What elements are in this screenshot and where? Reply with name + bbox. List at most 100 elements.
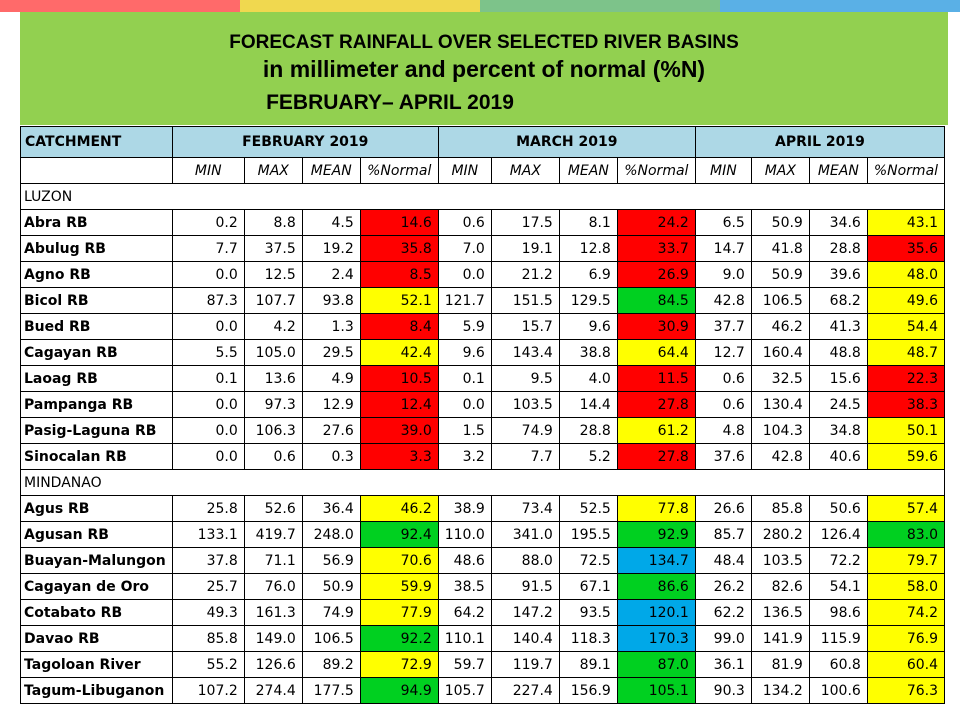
table-row: Agus RB 25.8 52.6 36.4 46.2 38.9 73.4 52.5 77.8 2… [20,495,946,522]
table-row: Laoag RB 0.1 13.6 4.9 10.5 0.1 9.5 4.0 11.5 0.6 32… [20,365,946,392]
cell-pct-normal: 61.2 [616,417,696,444]
cell-min: 99.0 [694,625,752,652]
cell-min: 0.1 [437,365,492,392]
stripe-blue [720,0,960,12]
table-row: Agno RB 0.0 12.5 2.4 8.5 0.0 21.2 6.9 26.9 9.0 50.… [20,261,946,288]
cell-max: 46.2 [750,313,810,340]
cell-max: 161.3 [243,599,303,626]
cell-max: 134.2 [750,677,810,704]
cell-mean: 28.8 [808,235,868,262]
cell-pct-normal: 48.7 [866,339,946,366]
cell-min: 5.5 [171,339,245,366]
cell-min: 38.5 [437,573,492,600]
subheader-min: MIN [694,157,752,184]
cell-max: 136.5 [750,599,810,626]
cell-min: 25.8 [171,495,245,522]
catchment-name: Sinocalan RB [20,443,173,470]
cell-mean: 34.8 [808,417,868,444]
cell-mean: 41.3 [808,313,868,340]
subheader-pct-normal: %Normal [359,157,439,184]
cell-max: 50.9 [750,261,810,288]
cell-pct-normal: 26.9 [616,261,696,288]
cell-max: 227.4 [490,677,560,704]
cell-pct-normal: 33.7 [616,235,696,262]
subheader-mean: MEAN [808,157,868,184]
cell-pct-normal: 105.1 [616,677,696,704]
cell-pct-normal: 120.1 [616,599,696,626]
cell-min: 25.7 [171,573,245,600]
table-row: Pampanga RB 0.0 97.3 12.9 12.4 0.0 103.5 14.4 27… [20,391,946,418]
cell-min: 37.6 [694,443,752,470]
title-line-2: in millimeter and percent of normal (%N) [262,56,706,82]
subheader-blank [20,157,173,184]
cell-max: 15.7 [490,313,560,340]
cell-mean: 1.3 [301,313,361,340]
cell-mean: 89.1 [558,651,618,678]
cell-pct-normal: 76.3 [866,677,946,704]
table-row: Bicol RB 87.3 107.7 93.8 52.1 121.7 151.5 129.5… [20,287,946,314]
cell-mean: 60.8 [808,651,868,678]
cell-max: 88.0 [490,547,560,574]
cell-pct-normal: 54.4 [866,313,946,340]
cell-max: 280.2 [750,521,810,548]
cell-max: 160.4 [750,339,810,366]
cell-max: 141.9 [750,625,810,652]
cell-min: 0.0 [171,313,245,340]
cell-max: 52.6 [243,495,303,522]
cell-min: 0.0 [171,261,245,288]
cell-min: 26.2 [694,573,752,600]
subheader-mean: MEAN [558,157,618,184]
cell-pct-normal: 77.9 [359,599,439,626]
table-row: Abulug RB 7.7 37.5 19.2 35.8 7.0 19.1 12.8 33.7 1… [20,235,946,262]
cell-max: 19.1 [490,235,560,262]
cell-pct-normal: 72.9 [359,651,439,678]
cell-mean: 4.0 [558,365,618,392]
cell-pct-normal: 70.6 [359,547,439,574]
cell-min: 87.3 [171,287,245,314]
cell-mean: 40.6 [808,443,868,470]
cell-min: 59.7 [437,651,492,678]
cell-min: 55.2 [171,651,245,678]
cell-mean: 48.8 [808,339,868,366]
cell-pct-normal: 60.4 [866,651,946,678]
cell-max: 104.3 [750,417,810,444]
catchment-name: Agus RB [20,495,173,522]
cell-mean: 4.9 [301,365,361,392]
table-row: Agusan RB 133.1 419.7 248.0 92.4 110.0 341.0 19… [20,521,946,548]
cell-min: 0.0 [437,261,492,288]
subheader-max: MAX [490,157,560,184]
cell-mean: 56.9 [301,547,361,574]
cell-mean: 0.3 [301,443,361,470]
cell-max: 71.1 [243,547,303,574]
cell-mean: 100.6 [808,677,868,704]
cell-min: 0.1 [171,365,245,392]
cell-mean: 89.2 [301,651,361,678]
cell-mean: 50.6 [808,495,868,522]
cell-pct-normal: 35.6 [866,235,946,262]
cell-pct-normal: 24.2 [616,209,696,236]
month-header-mar: MARCH 2019 [437,126,696,158]
table-row: Pasig-Laguna RB 0.0 106.3 27.6 39.0 1.5 74.9 28… [20,417,946,444]
cell-min: 12.7 [694,339,752,366]
catchment-name: Tagoloan River [20,651,173,678]
cell-pct-normal: 92.2 [359,625,439,652]
cell-min: 4.8 [694,417,752,444]
cell-pct-normal: 39.0 [359,417,439,444]
subheader-row: MIN MAX MEAN %Normal MIN MAX MEAN %Norma… [20,157,946,184]
cell-pct-normal: 27.8 [616,391,696,418]
cell-pct-normal: 92.4 [359,521,439,548]
catchment-name: Cagayan de Oro [20,573,173,600]
cell-max: 32.5 [750,365,810,392]
cell-pct-normal: 87.0 [616,651,696,678]
cell-max: 12.5 [243,261,303,288]
stripe-green [480,0,720,12]
cell-min: 85.7 [694,521,752,548]
cell-max: 126.6 [243,651,303,678]
cell-mean: 5.2 [558,443,618,470]
cell-min: 0.6 [437,209,492,236]
cell-pct-normal: 48.0 [866,261,946,288]
catchment-name: Agusan RB [20,521,173,548]
cell-mean: 27.6 [301,417,361,444]
cell-min: 133.1 [171,521,245,548]
cell-pct-normal: 170.3 [616,625,696,652]
